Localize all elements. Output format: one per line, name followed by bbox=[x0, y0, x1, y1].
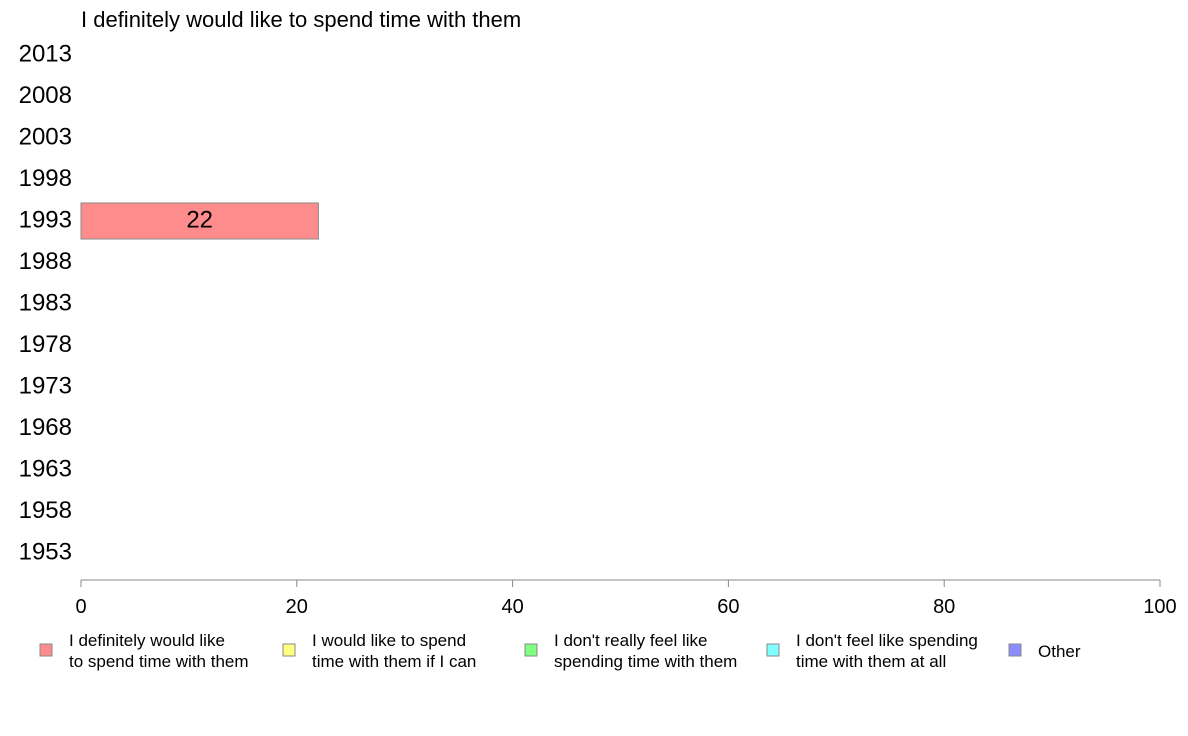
legend-label: I don't feel like spending bbox=[796, 631, 978, 650]
bar bbox=[80, 202, 319, 240]
x-tick-label: 0 bbox=[75, 596, 86, 618]
legend-item: I definitely would like to spend time wit… bbox=[39, 631, 249, 671]
legend-swatch bbox=[1008, 643, 1022, 657]
y-tick-label: 1988 bbox=[19, 248, 72, 275]
y-tick-label: 2008 bbox=[19, 82, 72, 109]
legend-label: I don't really feel like bbox=[554, 631, 708, 650]
legend-label: Other bbox=[1038, 642, 1081, 661]
legend-swatch bbox=[524, 643, 538, 657]
x-tick-label: 20 bbox=[286, 596, 308, 618]
legend-item: Other bbox=[1008, 642, 1081, 661]
legend-label: spending time with them bbox=[554, 652, 737, 671]
x-tick-label: 60 bbox=[717, 596, 739, 618]
legend: I definitely would like to spend time wit… bbox=[39, 631, 1081, 671]
x-tick-label: 80 bbox=[933, 596, 955, 618]
legend-item: I don't really feel like spending time wi… bbox=[524, 631, 737, 671]
chart-title: I definitely would like to spend time wi… bbox=[81, 7, 521, 32]
y-tick-label: 1968 bbox=[19, 414, 72, 441]
y-tick-label: 1998 bbox=[19, 165, 72, 192]
y-axis-ticks: 2013 2008 2003 1998 1993 1988 1983 1978 1973 1968… bbox=[19, 40, 72, 565]
legend-swatch bbox=[766, 643, 780, 657]
y-tick-label: 1963 bbox=[19, 455, 72, 482]
legend-swatch bbox=[39, 643, 53, 657]
y-tick-label: 1953 bbox=[19, 538, 72, 565]
legend-item: I don't feel like spending time with them… bbox=[766, 631, 978, 671]
y-tick-label: 1983 bbox=[19, 289, 72, 316]
legend-label: I definitely would like bbox=[69, 631, 225, 650]
legend-item: I would like to spend time with them if I… bbox=[282, 631, 476, 671]
legend-label: to spend time with them bbox=[69, 652, 249, 671]
legend-label: I would like to spend bbox=[312, 631, 466, 650]
y-tick-label: 1973 bbox=[19, 372, 72, 399]
x-tick-label: 40 bbox=[501, 596, 523, 618]
legend-label: time with them at all bbox=[796, 652, 946, 671]
bars: 22 bbox=[80, 202, 319, 240]
x-axis: 0 20 40 60 80 100 bbox=[75, 579, 1177, 618]
bar-data-label: 22 bbox=[186, 206, 213, 233]
legend-swatch bbox=[282, 643, 296, 657]
y-tick-label: 1978 bbox=[19, 331, 72, 358]
y-tick-label: 2003 bbox=[19, 123, 72, 150]
y-tick-label: 2013 bbox=[19, 40, 72, 67]
y-tick-label: 1993 bbox=[19, 206, 72, 233]
legend-label: time with them if I can bbox=[312, 652, 476, 671]
x-tick-label: 100 bbox=[1143, 596, 1176, 618]
y-tick-label: 1958 bbox=[19, 497, 72, 524]
